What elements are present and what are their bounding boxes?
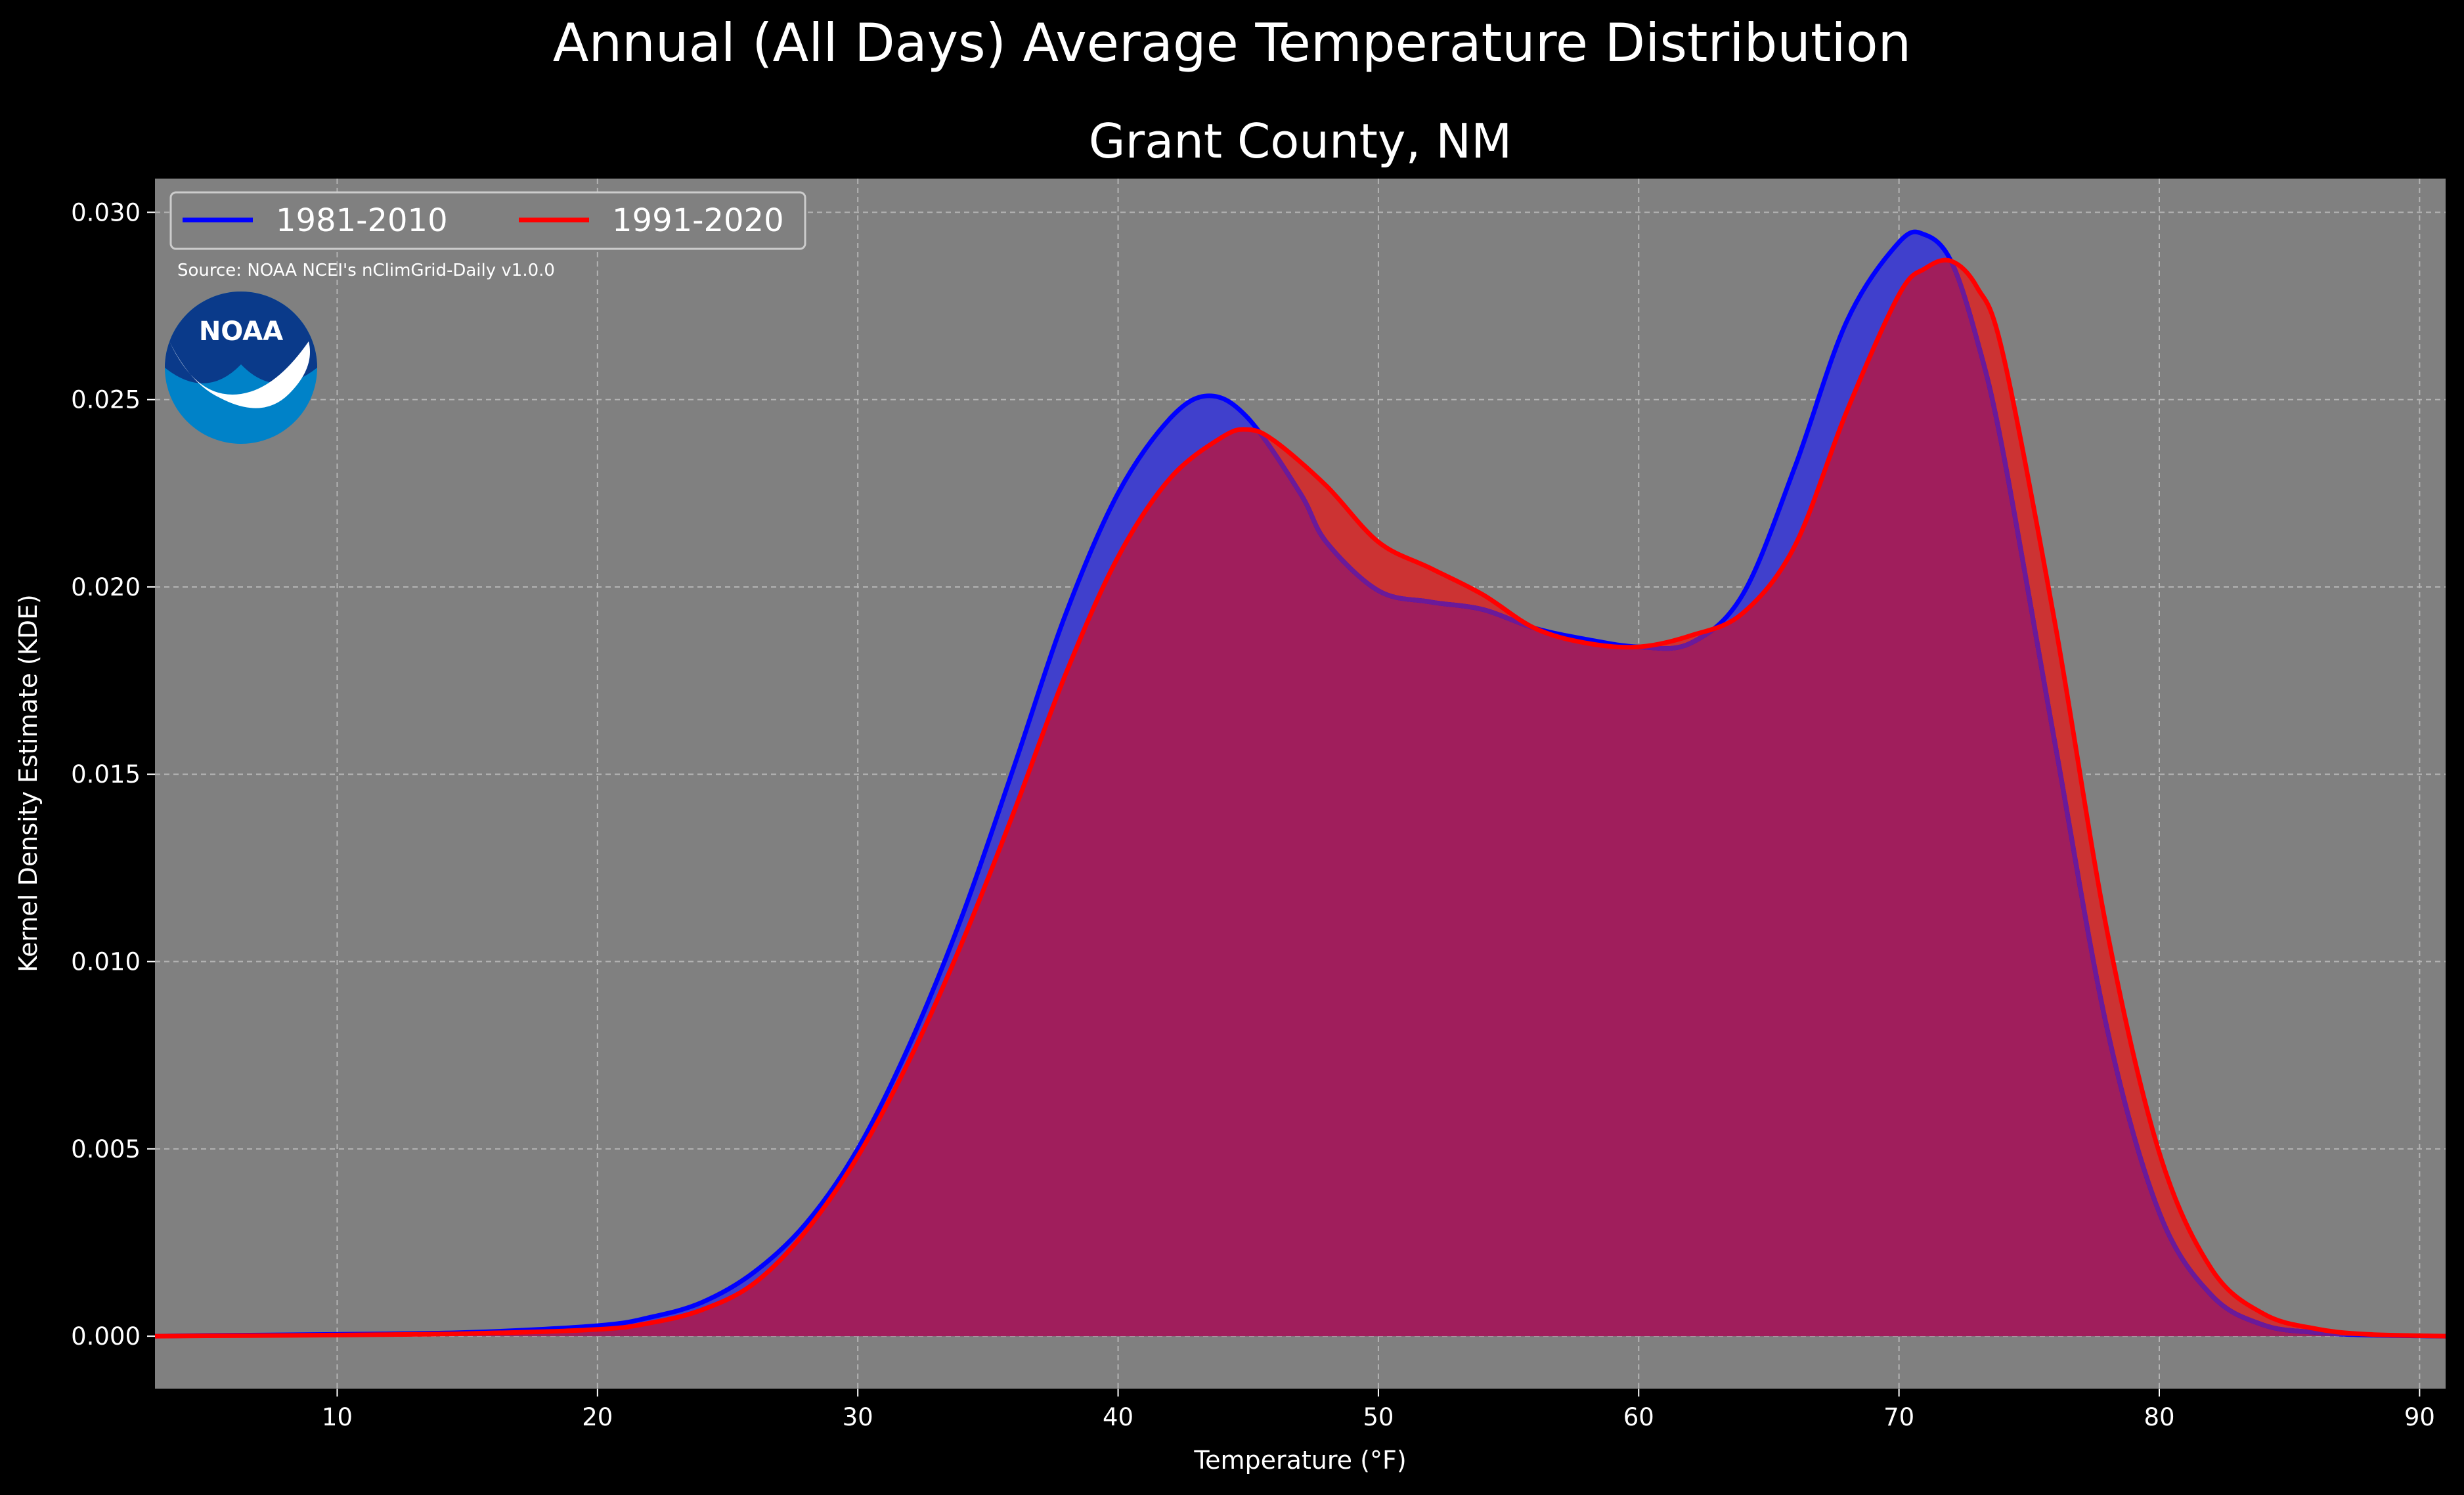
legend-label-1991-2020: 1991-2020 — [612, 202, 784, 239]
y-tick-label: 0.000 — [71, 1322, 141, 1351]
legend: 1981-2010 1991-2020 — [169, 191, 806, 250]
x-axis-label: Temperature (°F) — [1193, 1446, 1406, 1475]
figure-suptitle: Annual (All Days) Average Temperature Di… — [552, 12, 1912, 74]
x-tick-label: 60 — [1623, 1403, 1654, 1431]
y-tick-label: 0.005 — [71, 1135, 141, 1163]
data-layer — [155, 229, 2446, 1339]
x-tick-label: 80 — [2144, 1403, 2174, 1431]
x-tick-label: 30 — [843, 1403, 873, 1431]
series-line-1991-2020 — [155, 257, 2446, 1339]
x-tick-label: 70 — [1883, 1403, 1914, 1431]
x-tick-label: 40 — [1103, 1403, 1133, 1431]
y-tick-label: 0.025 — [71, 386, 141, 414]
area-overlap — [155, 260, 2446, 1337]
source-annotation: Source: NOAA NCEI's nClimGrid-Daily v1.0… — [177, 261, 555, 280]
x-tick-label: 90 — [2404, 1403, 2435, 1431]
x-tick-label: 50 — [1363, 1403, 1394, 1431]
y-axis-label: Kernel Density Estimate (KDE) — [14, 594, 43, 972]
legend-box — [169, 191, 806, 250]
y-tick-label: 0.020 — [71, 573, 141, 601]
legend-label-1981-2010: 1981-2010 — [276, 202, 448, 239]
noaa-logo: NOAA — [165, 292, 317, 444]
chart-title: Grant County, NM — [1088, 114, 1512, 169]
x-tick-label: 10 — [322, 1403, 353, 1431]
y-tick-label: 0.015 — [71, 760, 141, 789]
y-tick-label: 0.010 — [71, 948, 141, 976]
overlap-region — [155, 260, 2446, 1337]
x-tick-label: 20 — [582, 1403, 613, 1431]
y-tick-label: 0.030 — [71, 198, 141, 227]
noaa-logo-text: NOAA — [199, 316, 283, 347]
axis-ticks: 10 20 30 40 50 60 70 80 90 0.000 0.005 0.010 0.015 0.… — [71, 198, 2435, 1431]
